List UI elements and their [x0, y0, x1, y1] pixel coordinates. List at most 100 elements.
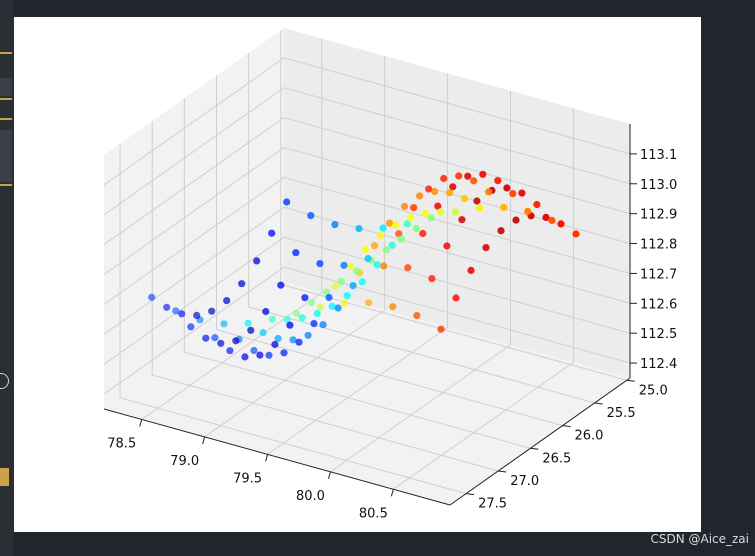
axis-lines	[103, 124, 637, 506]
data-point	[397, 235, 405, 243]
data-point	[512, 216, 520, 224]
data-point	[500, 203, 508, 211]
data-point	[427, 214, 435, 222]
strip-marker	[0, 468, 9, 486]
x-tick-mark	[202, 436, 206, 445]
data-point	[232, 337, 240, 345]
data-point	[334, 304, 342, 312]
data-point	[476, 204, 484, 212]
x-tick-label: 79.5	[233, 471, 262, 486]
grid-line-y	[248, 52, 595, 404]
z-tick-label: 112.5	[640, 327, 677, 342]
back-pane	[284, 28, 630, 378]
data-point	[187, 323, 195, 331]
data-point	[340, 261, 348, 269]
data-point	[163, 303, 171, 311]
z-tick-label: 112.7	[640, 267, 677, 282]
data-point	[331, 282, 340, 290]
data-point	[509, 190, 517, 198]
data-point	[172, 307, 180, 315]
grid-line-y	[183, 98, 531, 449]
z-tick-label: 112.4	[640, 357, 677, 372]
y-tick-mark	[626, 379, 635, 382]
data-point	[391, 221, 400, 229]
data-point	[425, 185, 433, 193]
data-point	[259, 329, 267, 337]
grid-line-x	[267, 73, 449, 455]
grid-line-z	[103, 57, 631, 186]
grid-line-z	[103, 146, 631, 275]
data-point	[298, 314, 306, 322]
data-point	[343, 292, 351, 300]
y-tick-label: 26.5	[542, 451, 571, 466]
data-point	[379, 224, 387, 232]
data-point	[376, 232, 385, 240]
data-point	[277, 281, 285, 289]
y-tick-label: 25.5	[607, 406, 636, 421]
data-point	[193, 311, 201, 319]
strip-circle-icon	[0, 373, 9, 389]
data-point	[365, 299, 373, 307]
data-point	[419, 229, 427, 238]
data-point	[410, 204, 418, 212]
data-point	[464, 172, 472, 180]
data-point	[364, 254, 372, 263]
data-point	[572, 230, 580, 238]
data-point	[449, 183, 457, 191]
data-point	[412, 225, 420, 233]
data-point	[548, 216, 556, 224]
data-point	[452, 294, 460, 302]
grid-line-z	[103, 236, 631, 365]
data-point	[241, 353, 249, 361]
z-tick-label: 113.0	[640, 178, 677, 193]
data-point	[268, 229, 276, 237]
data-point	[328, 302, 336, 310]
data-point	[371, 242, 379, 250]
data-point	[382, 246, 390, 254]
data-point	[220, 320, 228, 328]
data-point	[518, 189, 526, 197]
data-point	[301, 294, 309, 302]
data-point	[542, 213, 550, 221]
figure-canvas: 78.5 79.0 79.5 80.0 80.5 25.0 25.5 26.0 26.5 27.0…	[14, 17, 701, 532]
grid-line-z	[103, 206, 631, 335]
data-point	[316, 303, 325, 311]
data-point	[451, 208, 460, 216]
tick-labels: 78.5 79.0 79.5 80.0 80.5 25.025.526.0 26.527.0…	[107, 148, 677, 521]
data-point	[434, 202, 442, 210]
data-point	[280, 349, 288, 357]
grid-line-y	[151, 120, 499, 472]
data-point	[271, 340, 279, 349]
data-point	[238, 280, 246, 288]
data-point	[313, 309, 321, 318]
data-point	[403, 220, 411, 228]
data-point	[485, 188, 493, 196]
data-point	[307, 299, 315, 307]
data-point	[503, 184, 511, 192]
data-point	[421, 209, 430, 218]
data-point	[406, 214, 415, 222]
data-point	[310, 320, 318, 328]
data-point	[226, 347, 234, 355]
y-tick-label: 27.0	[510, 474, 539, 489]
y-tick-mark	[594, 402, 603, 405]
grid-line-z	[103, 87, 631, 216]
data-point	[461, 195, 469, 203]
grid-line-y	[216, 75, 563, 427]
data-point	[346, 262, 355, 270]
data-point	[295, 338, 303, 346]
grid-line-z	[103, 266, 631, 395]
grid-lines	[103, 30, 631, 495]
z-tick-label: 113.1	[640, 148, 677, 163]
z-tick-label: 112.8	[640, 238, 677, 253]
strip-accent-line	[0, 118, 12, 120]
data-point	[386, 219, 394, 227]
data-point	[289, 336, 297, 344]
data-point	[292, 309, 300, 317]
data-point	[437, 325, 445, 333]
y-tick-mark	[498, 470, 507, 473]
data-point	[217, 339, 225, 347]
data-point	[316, 260, 324, 268]
x-tick-label: 80.5	[359, 506, 388, 521]
strip-accent-line	[0, 98, 12, 100]
